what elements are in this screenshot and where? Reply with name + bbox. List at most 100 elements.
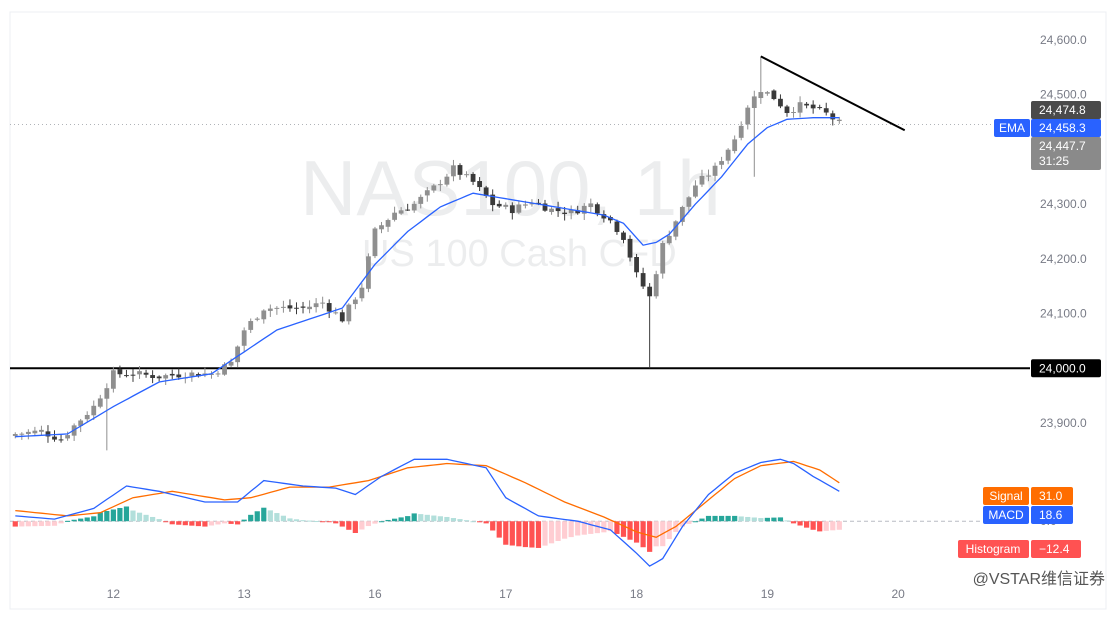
- candle-body: [725, 149, 731, 161]
- histogram-bar: [71, 519, 77, 522]
- histogram-bar: [411, 513, 417, 522]
- time-tick-label: 16: [368, 587, 382, 601]
- histogram-bar: [176, 521, 182, 525]
- histogram-bar: [352, 521, 358, 533]
- candle-body: [385, 220, 391, 227]
- time-tick-label: 19: [761, 587, 775, 601]
- histogram-bar: [274, 513, 280, 522]
- candle-body: [457, 165, 463, 175]
- candle-body: [529, 203, 535, 205]
- histogram-bar: [326, 521, 332, 523]
- histogram-bar: [627, 521, 633, 540]
- histogram-bar: [123, 506, 130, 522]
- histogram-bar: [254, 511, 260, 522]
- time-tick-label: 17: [499, 587, 513, 601]
- close-price-tag: 24,447.7 31:25: [1031, 137, 1101, 170]
- candle-body: [706, 175, 711, 177]
- candle-body: [830, 113, 836, 120]
- candle-body: [503, 204, 509, 207]
- histogram-bar: [235, 521, 241, 525]
- histogram-bar: [718, 515, 725, 522]
- candle-body: [84, 414, 90, 420]
- histogram-bar: [686, 521, 692, 524]
- macd-histogram: [12, 506, 842, 552]
- candle-body: [189, 372, 195, 377]
- macd-line: [15, 458, 840, 567]
- candle-body: [686, 197, 692, 207]
- candle-body: [549, 208, 554, 213]
- candle-body: [307, 306, 312, 310]
- histogram-bar: [699, 518, 705, 522]
- histogram-bar: [300, 520, 306, 522]
- svg-text:MACD: MACD: [988, 508, 1024, 522]
- histogram-bar: [130, 510, 136, 522]
- histogram-bar: [542, 521, 548, 546]
- histogram-bar: [614, 521, 620, 534]
- candle-body: [581, 205, 587, 214]
- candle-body: [352, 299, 358, 305]
- svg-text:31:25: 31:25: [1039, 154, 1069, 168]
- histogram-bar: [424, 514, 430, 522]
- time-tick-label: 20: [891, 587, 905, 601]
- histogram-bar: [529, 521, 535, 548]
- candle-body: [97, 398, 103, 407]
- candle-body: [437, 184, 443, 186]
- price-tick-label: 23,900.0: [1040, 416, 1087, 430]
- histogram-bar: [738, 516, 744, 522]
- candle-body: [241, 330, 247, 346]
- histogram-bar: [562, 521, 568, 539]
- histogram-bar: [477, 521, 483, 523]
- watermark-description: US 100 Cash CFD: [362, 233, 677, 275]
- candle-body: [163, 375, 169, 379]
- svg-text:31.0: 31.0: [1039, 489, 1063, 503]
- histogram-bar: [117, 507, 123, 522]
- histogram-bar: [568, 521, 574, 538]
- histogram-bar: [490, 521, 496, 531]
- histogram-bar: [202, 521, 208, 527]
- histogram-bar: [248, 514, 254, 522]
- histogram-bar: [221, 521, 228, 524]
- candle-body: [464, 174, 469, 176]
- candle-body: [156, 376, 162, 379]
- candle-body: [509, 205, 515, 214]
- candle-body: [25, 431, 31, 434]
- candle-body: [137, 371, 142, 375]
- candle-body: [738, 125, 744, 138]
- histogram-bar: [588, 521, 594, 534]
- candle-body: [810, 104, 816, 109]
- histogram-bar: [58, 521, 64, 524]
- histogram-bar: [110, 509, 116, 522]
- watermark: NAS100, 1h US 100 Cash CFD: [300, 144, 721, 275]
- candle-body: [12, 434, 18, 436]
- candle-body: [379, 225, 384, 230]
- candle-body: [117, 369, 123, 375]
- histogram-bar: [810, 521, 816, 530]
- histogram-bar: [372, 521, 378, 524]
- credit-watermark: @VSTAR维信证券: [972, 571, 1105, 588]
- candle-body: [294, 307, 299, 309]
- candle-body: [248, 321, 254, 330]
- candle-body: [405, 209, 411, 211]
- candles: [12, 56, 842, 451]
- candle-body: [130, 374, 136, 376]
- histogram-bar: [333, 521, 339, 524]
- macd-legend: MACD 18.6: [983, 506, 1073, 524]
- candle-body: [313, 303, 319, 308]
- ema-line: [15, 117, 840, 438]
- watermark-symbol: NAS100, 1h: [300, 144, 721, 232]
- histogram-bar: [267, 510, 273, 522]
- candle-body: [320, 302, 326, 304]
- candle-body: [673, 221, 679, 237]
- descending-trendline[interactable]: [760, 55, 906, 132]
- histogram-bar: [195, 521, 201, 527]
- candle-body: [712, 165, 718, 176]
- candle-body: [817, 107, 823, 109]
- histogram-bar: [78, 518, 84, 522]
- histogram-bar: [339, 521, 345, 527]
- histogram-bar: [804, 521, 810, 528]
- candle-body: [477, 181, 483, 188]
- histogram-bar: [790, 521, 797, 524]
- candle-body: [647, 286, 653, 297]
- last-price-tag: 24,474.8: [1031, 101, 1101, 119]
